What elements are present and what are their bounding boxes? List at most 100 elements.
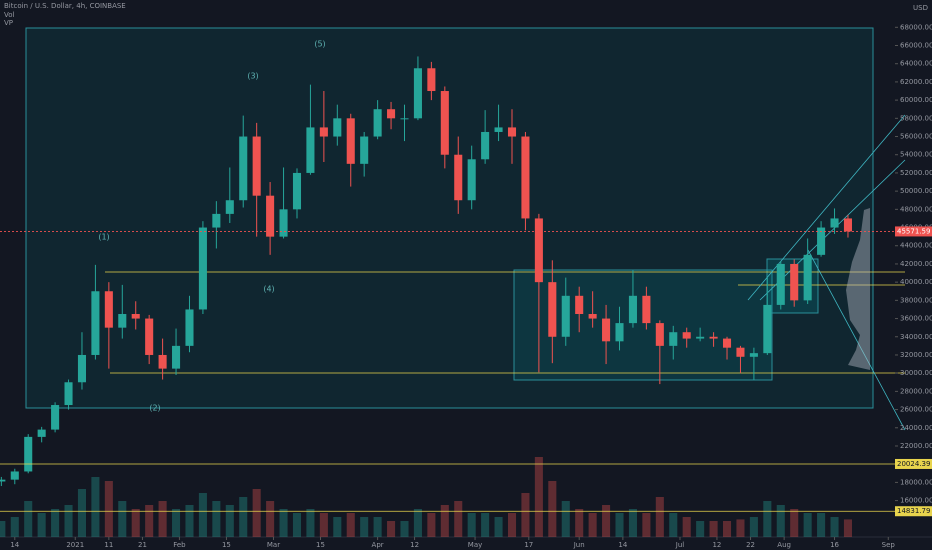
y-tick-label: 52000.00 bbox=[900, 169, 932, 177]
candle-body bbox=[145, 318, 154, 355]
candle-body bbox=[212, 213, 221, 228]
x-tick-label: 14 bbox=[10, 541, 19, 549]
x-tick-label: 21 bbox=[138, 541, 147, 549]
trend-line bbox=[807, 249, 906, 431]
volume-bar bbox=[198, 493, 207, 537]
volume-bar bbox=[266, 501, 275, 537]
candle-body bbox=[709, 336, 718, 339]
candle-body bbox=[830, 218, 839, 228]
y-tick-label: 48000.00 bbox=[900, 205, 932, 213]
candle-body bbox=[118, 314, 127, 328]
volume-bar bbox=[37, 513, 46, 537]
volume-bar bbox=[615, 513, 624, 537]
price-line-label: 14831.79 bbox=[897, 507, 930, 515]
x-tick-label: 16 bbox=[830, 541, 839, 549]
x-tick-label: 14 bbox=[618, 541, 627, 549]
candle-body bbox=[534, 218, 543, 283]
volume-bar bbox=[749, 517, 758, 537]
volume-bar bbox=[373, 517, 382, 537]
candle-body bbox=[64, 382, 73, 406]
volume-bar bbox=[843, 519, 852, 537]
volume-bar bbox=[212, 501, 221, 537]
x-tick-label: 2021 bbox=[66, 541, 84, 549]
candle-body bbox=[158, 354, 167, 369]
range-box bbox=[513, 269, 773, 381]
candle-body bbox=[400, 118, 409, 120]
price-line-badge bbox=[895, 458, 932, 469]
y-tick-label: 32000.00 bbox=[900, 351, 932, 359]
y-tick-label: 42000.00 bbox=[900, 260, 932, 268]
candle-body bbox=[736, 347, 745, 357]
candle-body bbox=[548, 282, 557, 337]
candle-body bbox=[817, 227, 826, 255]
volume-bar bbox=[790, 509, 799, 537]
candle-body bbox=[481, 131, 490, 160]
y-tick-label: 44000.00 bbox=[900, 242, 932, 250]
volume-bar bbox=[481, 513, 490, 537]
candle-body bbox=[763, 304, 772, 354]
volume-bar bbox=[225, 505, 234, 537]
volume-bar bbox=[131, 509, 140, 537]
candle-body bbox=[682, 332, 691, 339]
y-tick-label: 62000.00 bbox=[900, 78, 932, 86]
candle-body bbox=[602, 318, 611, 342]
y-tick-label: 66000.00 bbox=[900, 42, 932, 50]
y-tick-label: 30000.00 bbox=[900, 369, 932, 377]
x-tick-label: Mar bbox=[267, 541, 280, 549]
volume-bar bbox=[521, 493, 530, 537]
candle-body bbox=[387, 109, 396, 119]
candle-body bbox=[373, 109, 382, 137]
volume-bar bbox=[655, 497, 664, 537]
y-tick-label: 50000.00 bbox=[900, 187, 932, 195]
candle-body bbox=[266, 195, 275, 237]
y-tick-label: 26000.00 bbox=[900, 406, 932, 414]
volume-bar bbox=[172, 509, 181, 537]
volume-bar bbox=[0, 521, 6, 537]
volume-bar bbox=[467, 513, 476, 537]
candle-body bbox=[37, 429, 46, 437]
wave-label: (3) bbox=[247, 72, 258, 81]
candle-body bbox=[360, 136, 369, 164]
volume-bar bbox=[51, 509, 60, 537]
volume-bar bbox=[292, 513, 302, 537]
volume-bar bbox=[588, 513, 597, 537]
volume-bar bbox=[346, 513, 355, 537]
volume-bar bbox=[91, 477, 100, 537]
x-tick-label: 12 bbox=[712, 541, 721, 549]
volume-bar bbox=[387, 521, 396, 537]
candle-body bbox=[24, 436, 33, 472]
range-box bbox=[25, 27, 874, 409]
candle-body bbox=[346, 118, 355, 164]
volume-bar bbox=[400, 521, 409, 537]
candle-body bbox=[131, 314, 140, 319]
volume-bar bbox=[360, 517, 369, 537]
volume-bar bbox=[642, 513, 651, 537]
volume-bar bbox=[118, 501, 127, 537]
y-tick-label: 60000.00 bbox=[900, 96, 932, 104]
x-tick-label: Jun bbox=[573, 541, 585, 549]
candle-body bbox=[588, 314, 597, 319]
indicator-label: VP bbox=[4, 19, 13, 27]
volume-bar bbox=[77, 489, 87, 537]
y-tick-label: 36000.00 bbox=[900, 315, 932, 323]
candle-body bbox=[655, 323, 664, 346]
candle-body bbox=[575, 295, 584, 315]
volume-bar bbox=[682, 517, 691, 537]
candle-body bbox=[91, 291, 100, 355]
volume-bar bbox=[736, 519, 745, 537]
last-price-line-label: 45571.59 bbox=[897, 227, 930, 235]
y-tick-label: 64000.00 bbox=[900, 60, 932, 68]
candle-body bbox=[669, 332, 678, 346]
volume-bar bbox=[413, 509, 422, 537]
x-tick-label: Jul bbox=[675, 541, 685, 549]
candle-body bbox=[0, 479, 6, 482]
wave-label: (5) bbox=[314, 40, 325, 49]
volume-bar bbox=[575, 509, 584, 537]
price-line-badge bbox=[895, 506, 932, 517]
wave-label: (4) bbox=[263, 285, 274, 294]
volume-bar bbox=[830, 517, 839, 537]
candle-body bbox=[413, 68, 422, 119]
candle-body bbox=[333, 118, 342, 137]
volume-bar bbox=[507, 513, 517, 537]
